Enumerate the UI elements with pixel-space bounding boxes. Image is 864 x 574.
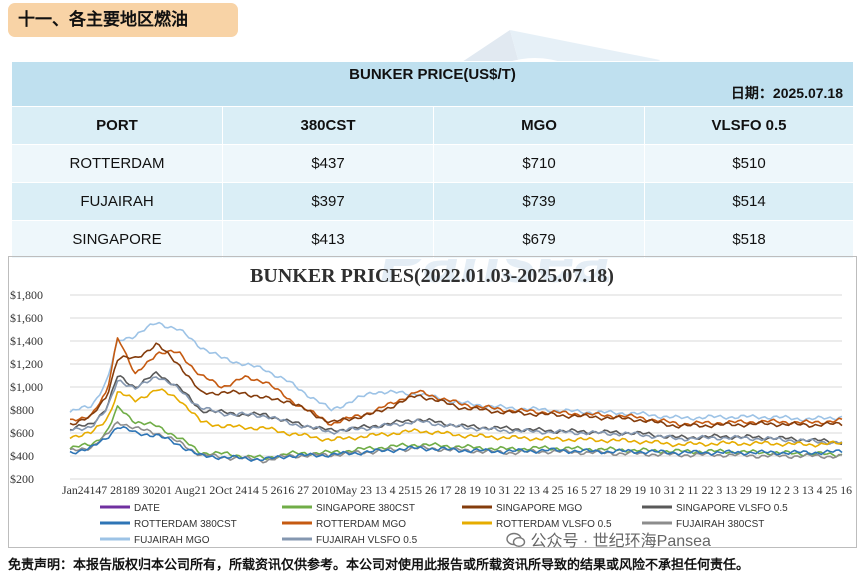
series-line <box>69 426 843 462</box>
legend-label: SINGAPORE VLSFO 0.5 <box>676 503 788 514</box>
wechat-watermark: 公众号 · 世纪环海Pansea <box>506 527 711 551</box>
legend-label: ROTTERDAM MGO <box>316 519 406 530</box>
chart-frame <box>8 256 857 548</box>
wechat-icon <box>506 532 526 548</box>
col-header-vlsfo: VLSFO 0.5 <box>644 106 854 145</box>
series-line <box>69 376 843 445</box>
y-tick-label: $1,200 <box>10 357 43 371</box>
table-title: BUNKER PRICE(US$/T) <box>349 66 516 83</box>
col-header-380cst: 380CST <box>222 106 434 145</box>
legend-label: FUJAIRAH VLSFO 0.5 <box>316 535 418 546</box>
legend-label: SINGAPORE MGO <box>496 503 582 514</box>
y-tick-label: $1,400 <box>10 334 43 348</box>
legend-label: ROTTERDAM 380CST <box>134 519 237 530</box>
x-tick-labels: Jan24147 28189 30201 Aug21 2Oct 2414 5 2… <box>62 483 852 497</box>
legend-label: ROTTERDAM VLSFO 0.5 <box>496 519 612 530</box>
disclaimer: 免责声明：本报告版权归本公司所有，所载资讯仅供参考。本公司对使用此报告或所载资讯… <box>8 557 750 572</box>
chart-title: BUNKER PRICES(2022.01.03-2025.07.18) <box>250 265 614 287</box>
col-header-mgo: MGO <box>433 106 645 145</box>
table-row: SINGAPORE $413 $679 $518 <box>11 220 854 259</box>
price-cell: $679 <box>433 220 645 259</box>
y-tick-label: $200 <box>10 472 34 486</box>
wechat-text: 公众号 · 世纪环海Pansea <box>530 533 711 550</box>
series-line <box>69 371 843 446</box>
y-tick-label: $1,800 <box>10 288 43 302</box>
y-tick-label: $1,600 <box>10 311 43 325</box>
section-title: 十一、各主要地区燃油 <box>8 3 238 37</box>
table-header-row: PORT 380CST MGO VLSFO 0.5 <box>11 106 854 145</box>
series-line <box>70 337 843 427</box>
series-line <box>69 405 843 461</box>
series-line <box>69 421 843 464</box>
port-cell: FUJAIRAH <box>11 182 223 221</box>
col-header-port: PORT <box>11 106 223 145</box>
series-line <box>69 342 843 429</box>
price-cell: $413 <box>222 220 434 259</box>
table-title-cell: BUNKER PRICE(US$/T) 日期：2025.07.18 <box>11 61 854 107</box>
price-cell: $514 <box>644 182 854 221</box>
bunker-price-table: BUNKER PRICE(US$/T) 日期：2025.07.18 PORT 3… <box>11 61 854 259</box>
legend-label: DATE <box>134 503 160 514</box>
y-tick-label: $600 <box>10 426 34 440</box>
price-cell: $397 <box>222 182 434 221</box>
y-tick-label: $1,000 <box>10 380 43 394</box>
price-cell: $510 <box>644 144 854 183</box>
y-tick-label: $400 <box>10 449 34 463</box>
port-cell: ROTTERDAM <box>11 144 223 183</box>
legend-label: FUJAIRAH 380CST <box>676 519 764 530</box>
port-cell: SINGAPORE <box>11 220 223 259</box>
price-cell: $518 <box>644 220 854 259</box>
legend-label: FUJAIRAH MGO <box>134 535 210 546</box>
y-tick-label: $800 <box>10 403 34 417</box>
table-date: 日期：2025.07.18 <box>730 85 843 101</box>
series-line <box>69 388 843 448</box>
legend-label: SINGAPORE 380CST <box>316 503 415 514</box>
